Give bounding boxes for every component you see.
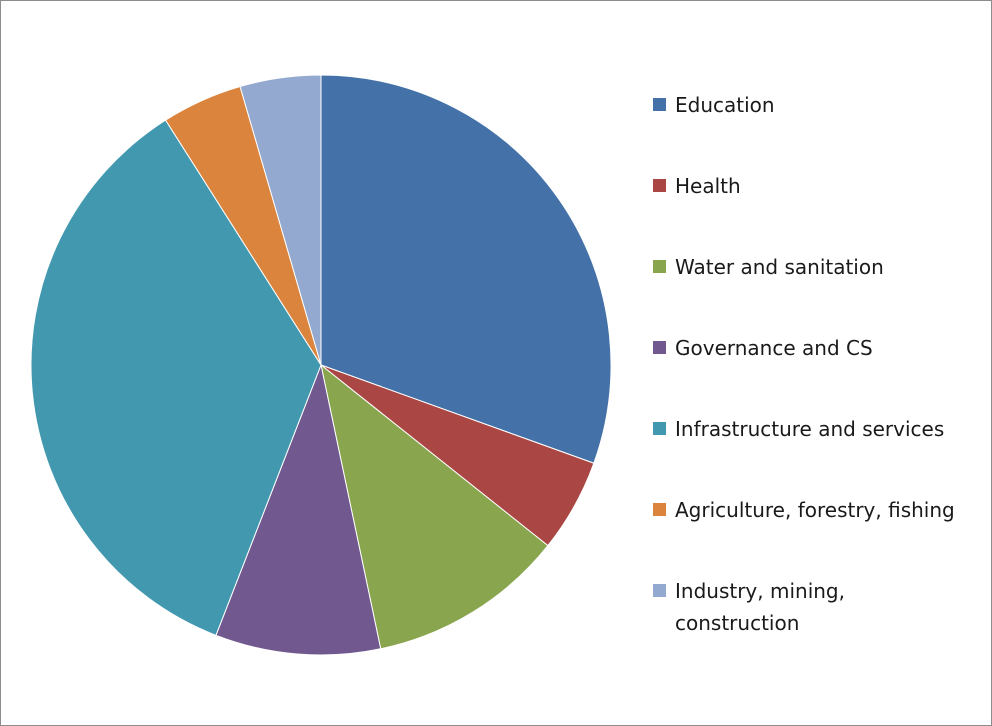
legend-label: Governance and CS bbox=[675, 336, 873, 360]
pie-slice-governance-and-cs bbox=[215, 363, 382, 656]
legend-label: Industry, mining, construction bbox=[675, 579, 845, 635]
legend-item: Health bbox=[653, 170, 741, 202]
pie-slice-water-and-sanitation bbox=[320, 363, 549, 650]
legend-item: Governance and CS bbox=[653, 332, 873, 364]
legend-item: Education bbox=[653, 89, 775, 121]
legend-swatch bbox=[653, 98, 666, 111]
legend-item: Water and sanitation bbox=[653, 251, 884, 283]
legend-label: Infrastructure and services bbox=[675, 417, 945, 441]
legend-item: Infrastructure and services bbox=[653, 413, 944, 445]
legend-swatch bbox=[653, 341, 666, 354]
legend-label: Health bbox=[675, 174, 741, 198]
pie-slice-industry-mining-construction bbox=[239, 74, 322, 366]
pie-slice-infrastructure-and-services bbox=[30, 119, 322, 636]
legend-label: Water and sanitation bbox=[675, 255, 884, 279]
legend-label: Agriculture, forestry, fishing bbox=[675, 498, 955, 522]
legend-item: Industry, mining, construction bbox=[653, 575, 975, 639]
legend-swatch bbox=[653, 503, 666, 516]
legend-item: Agriculture, forestry, fishing bbox=[653, 494, 955, 526]
legend-swatch bbox=[653, 179, 666, 192]
legend-label: Education bbox=[675, 93, 775, 117]
legend-swatch bbox=[653, 260, 666, 273]
legend-swatch bbox=[653, 584, 666, 597]
legend-swatch bbox=[653, 422, 666, 435]
pie-slice-education bbox=[320, 74, 612, 464]
